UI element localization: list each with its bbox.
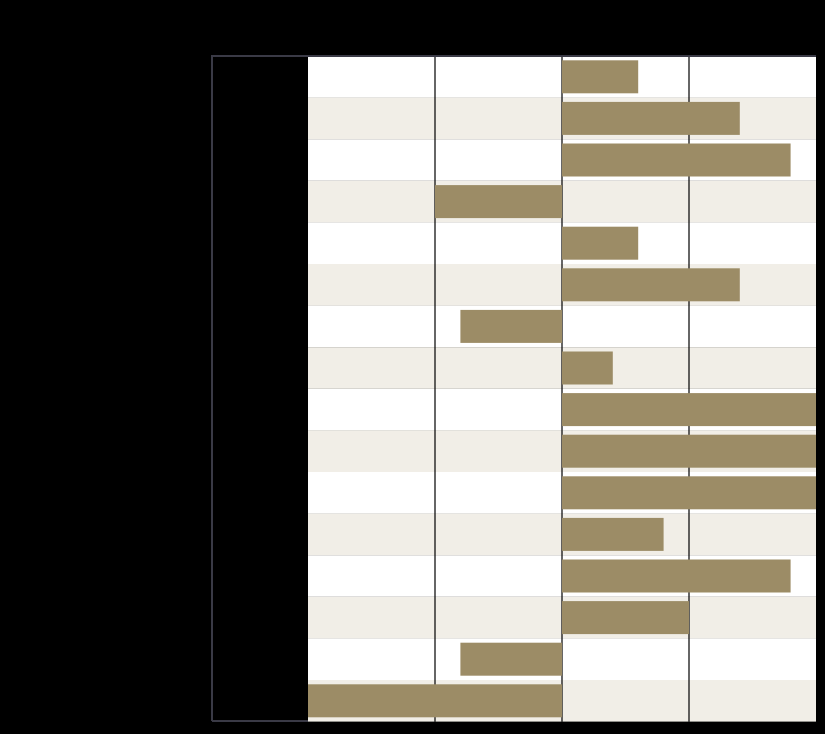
bar [308, 684, 562, 718]
bar [562, 476, 816, 510]
plot-area [211, 55, 816, 722]
bar [562, 434, 816, 468]
bar [562, 393, 816, 427]
bar [435, 185, 562, 219]
bar [562, 101, 740, 135]
bar [562, 351, 613, 385]
bar [562, 143, 791, 177]
bar [562, 517, 664, 551]
bar [460, 642, 562, 676]
bar [562, 559, 791, 593]
bar [562, 60, 639, 94]
bar [562, 268, 740, 302]
bar [562, 601, 689, 635]
bar [562, 226, 639, 260]
bar [460, 309, 562, 343]
chart-frame [211, 55, 816, 721]
label-panel [212, 56, 308, 722]
